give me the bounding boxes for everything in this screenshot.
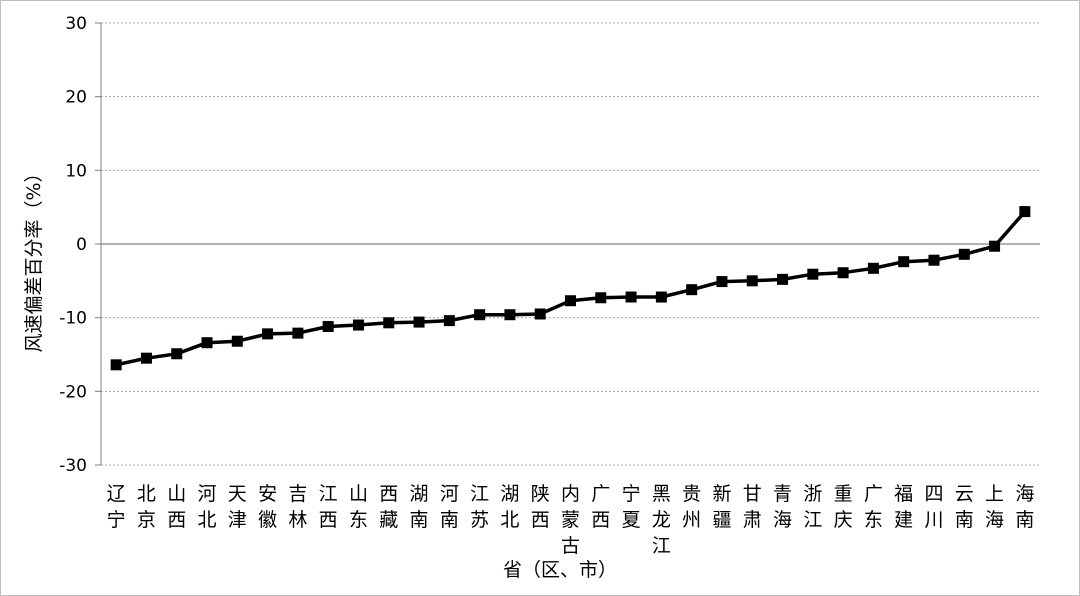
data-point-福建 — [898, 256, 910, 268]
data-point-内蒙古 — [565, 295, 576, 307]
x-category-label: 陕西 — [531, 483, 550, 531]
y-tick-label: -30 — [59, 456, 87, 476]
data-point-四川 — [928, 254, 940, 266]
x-category-label: 江西 — [319, 483, 338, 531]
x-category-label: 贵州 — [682, 483, 701, 531]
x-category-label: 山西 — [167, 483, 186, 531]
x-axis-title: 省（区、市） — [503, 559, 617, 581]
data-point-江西 — [322, 321, 334, 333]
data-point-新疆 — [716, 276, 728, 288]
data-point-甘肃 — [746, 275, 758, 287]
x-category-label: 内蒙古 — [561, 483, 580, 557]
x-category-label: 福建 — [894, 483, 913, 531]
x-category-label: 黑龙江 — [652, 483, 671, 557]
y-axis-title: 风速偏差百分率（%） — [23, 163, 45, 352]
x-category-label: 浙江 — [803, 483, 822, 531]
x-category-label: 西藏 — [379, 483, 398, 531]
data-point-云南 — [958, 248, 970, 260]
x-category-label: 湖北 — [500, 483, 519, 531]
x-category-label: 湖南 — [410, 483, 429, 531]
series-line — [115, 210, 1027, 367]
data-point-黑龙江 — [655, 291, 667, 303]
data-point-宁夏 — [625, 291, 637, 303]
y-tick-label: -20 — [59, 382, 87, 402]
data-point-浙江 — [807, 268, 819, 280]
x-category-label: 广东 — [864, 483, 883, 531]
x-category-label: 北京 — [137, 483, 156, 531]
data-point-江苏 — [474, 309, 486, 321]
y-tick-label: 30 — [65, 14, 87, 34]
axes — [100, 23, 1040, 465]
x-category-label: 上海 — [985, 483, 1004, 531]
gridlines — [95, 22, 1040, 466]
x-category-label: 河北 — [198, 483, 217, 531]
data-point-山东 — [352, 319, 364, 331]
data-point-湖南 — [413, 316, 425, 328]
y-axis-ticks: 30 20 10 0 -10 -20 -30 — [59, 14, 87, 476]
y-tick-label: 0 — [76, 235, 87, 255]
data-point-陕西 — [534, 308, 546, 320]
data-point-广西 — [595, 292, 607, 304]
x-category-label: 甘肃 — [743, 483, 762, 531]
x-category-label: 重庆 — [834, 483, 853, 531]
data-point-河南 — [443, 315, 455, 327]
data-point-天津 — [231, 335, 243, 347]
x-category-label: 江苏 — [470, 483, 489, 531]
y-tick-label: 20 — [65, 88, 87, 108]
x-category-label: 海南 — [1015, 483, 1034, 531]
data-point-贵州 — [686, 284, 698, 296]
x-category-label: 吉林 — [288, 483, 307, 531]
data-point-辽宁 — [110, 359, 122, 371]
data-point-重庆 — [837, 267, 849, 279]
data-point-安徽 — [262, 328, 274, 340]
x-category-label: 山东 — [349, 483, 368, 531]
x-category-label: 安徽 — [258, 483, 277, 531]
y-tick-label: 10 — [65, 161, 87, 181]
x-category-label: 广西 — [591, 483, 610, 531]
data-point-西藏 — [383, 317, 395, 329]
x-category-label: 云南 — [955, 483, 974, 531]
x-category-label: 宁夏 — [622, 483, 641, 531]
x-category-label: 新疆 — [712, 483, 731, 531]
data-point-吉林 — [292, 327, 304, 339]
series-layer — [110, 206, 1031, 371]
data-point-山西 — [171, 348, 183, 360]
data-point-青海 — [777, 273, 789, 285]
x-axis-categories: 辽宁北京山西河北天津安徽吉林江西山东西藏湖南河南江苏湖北陕西内蒙古广西宁夏黑龙江… — [107, 483, 1035, 557]
data-point-广东 — [867, 262, 879, 274]
x-category-label: 天津 — [228, 483, 247, 531]
x-category-label: 河南 — [440, 483, 459, 531]
y-tick-label: -10 — [59, 309, 87, 329]
x-category-label: 辽宁 — [107, 483, 126, 531]
data-point-北京 — [140, 352, 152, 364]
x-category-label: 四川 — [924, 483, 943, 531]
data-point-河北 — [201, 337, 213, 349]
data-point-海南 — [1019, 206, 1031, 218]
x-category-label: 青海 — [773, 483, 792, 531]
data-point-上海 — [989, 240, 1001, 252]
data-point-湖北 — [504, 309, 516, 321]
